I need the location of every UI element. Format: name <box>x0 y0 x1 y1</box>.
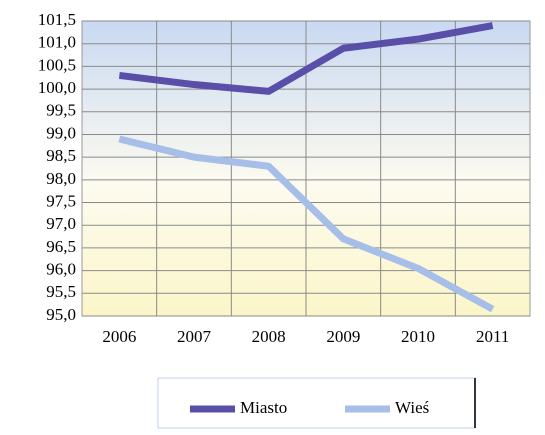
x-tick-label: 2009 <box>326 327 360 346</box>
legend-label: Miasto <box>240 398 287 417</box>
y-tick-label: 100,0 <box>38 78 76 97</box>
y-tick-label: 99,0 <box>46 123 76 142</box>
y-tick-label: 97,5 <box>46 191 76 210</box>
y-tick-label: 99,5 <box>46 101 76 120</box>
y-tick-label: 96,0 <box>46 260 76 279</box>
y-tick-label: 95,5 <box>46 282 76 301</box>
x-tick-label: 2006 <box>102 327 136 346</box>
y-tick-label: 100,5 <box>38 55 76 74</box>
y-tick-label: 98,5 <box>46 146 76 165</box>
legend-label: Wieś <box>395 398 429 417</box>
series-line <box>118 22 494 95</box>
x-tick-label: 2008 <box>252 327 286 346</box>
x-tick-label: 2010 <box>401 327 435 346</box>
y-tick-label: 96,5 <box>46 237 76 256</box>
y-tick-label: 101,5 <box>38 10 76 29</box>
y-tick-label: 97,0 <box>46 214 76 233</box>
x-tick-label: 2011 <box>476 327 509 346</box>
legend-box <box>157 377 476 429</box>
series-line <box>118 135 495 313</box>
x-tick-label: 2007 <box>177 327 212 346</box>
y-tick-label: 101,0 <box>38 33 76 52</box>
y-tick-label: 95,0 <box>46 305 76 324</box>
y-tick-label: 98,0 <box>46 169 76 188</box>
